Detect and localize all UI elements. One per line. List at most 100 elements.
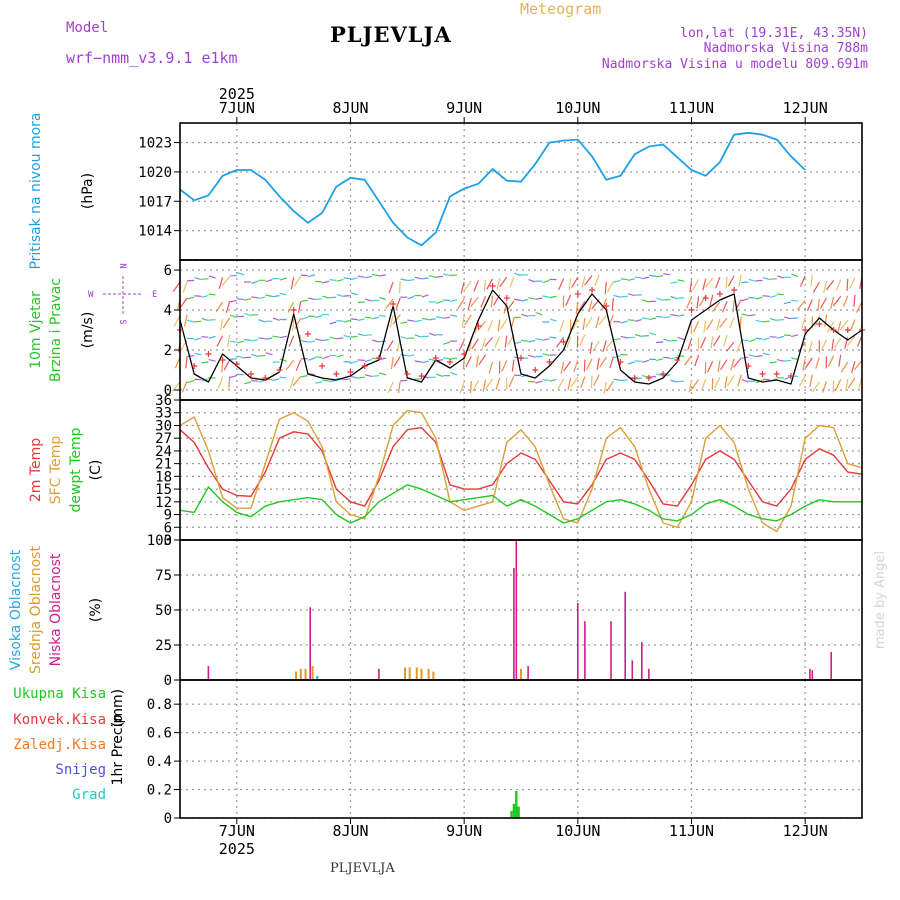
- wind-arrow: [542, 338, 550, 341]
- wind-arrow: [702, 278, 707, 291]
- wind-gust-marker: [262, 375, 269, 381]
- wind-arrow: [670, 295, 678, 300]
- wind-arrow: [435, 275, 443, 278]
- wind-arrow: [293, 276, 302, 287]
- wind-arrow: [208, 275, 216, 279]
- wind-arrow: [475, 355, 479, 368]
- wind-arrow: [634, 319, 642, 322]
- wind-arrow: [558, 278, 565, 291]
- wind-arrow: [810, 274, 813, 287]
- low-cloud-bar: [809, 668, 811, 680]
- wind-arrow: [670, 281, 678, 284]
- cloud-unit-label: (%): [88, 598, 104, 622]
- wind-gust-marker: [276, 367, 283, 373]
- y-tick-label: 36: [155, 393, 172, 409]
- wind-arrow: [605, 339, 614, 350]
- wind-arrow: [503, 301, 508, 314]
- wind-arrow: [648, 375, 657, 378]
- wind-gust-marker: [219, 357, 226, 363]
- wind-arrow: [542, 353, 550, 357]
- pressure-unit-label: (hPa): [80, 173, 96, 209]
- wind-arrow: [613, 338, 621, 341]
- wind-arrow: [656, 275, 664, 278]
- wind-arrow: [208, 293, 216, 296]
- wind-arrow: [364, 275, 372, 279]
- wind-arrow: [443, 341, 451, 345]
- wind-arrow: [488, 361, 494, 374]
- wind-arrow: [727, 275, 735, 287]
- model-label: Model: [66, 20, 109, 36]
- wind-arrow: [472, 380, 479, 392]
- wind-gust-marker: [716, 291, 723, 297]
- wind-arrow: [812, 281, 820, 293]
- wind-gust-marker: [617, 359, 624, 365]
- wind-arrow: [589, 341, 593, 354]
- precip-axis-title: 1hr Precip: [110, 715, 126, 786]
- wind-arrow: [607, 280, 614, 292]
- y-tick-label: 9: [164, 508, 172, 524]
- wind-arrow: [236, 340, 245, 344]
- wind-arrow: [187, 296, 195, 300]
- wind-arrow: [514, 272, 522, 277]
- wind-arrow: [535, 380, 543, 384]
- wind-arrow: [496, 277, 501, 290]
- wind-arrow: [467, 297, 472, 310]
- wind-arrow: [371, 273, 379, 277]
- y-tick-label: 1014: [138, 224, 172, 240]
- wind-arrow: [350, 292, 358, 296]
- y-tick-label: 75: [155, 568, 172, 584]
- wind-gust-marker: [404, 371, 411, 377]
- wind-arrow: [727, 375, 735, 387]
- wind-arrow: [839, 320, 849, 331]
- wind-arrow: [208, 359, 216, 362]
- wind-arrow: [845, 378, 849, 391]
- wind-arrow: [379, 372, 387, 376]
- wind-arrow: [578, 300, 586, 312]
- y-tick-label: 0.6: [147, 726, 172, 742]
- wind-arrow: [720, 359, 728, 371]
- wind-arrow: [194, 320, 202, 323]
- wind-arrow: [460, 281, 465, 294]
- low-cloud-bar: [309, 607, 311, 680]
- wind-arrow: [194, 295, 202, 297]
- wind-arrow: [596, 357, 600, 370]
- wind-arrow: [791, 273, 799, 277]
- wind-speed-line: [179, 289, 863, 385]
- wind-arrow: [705, 277, 714, 288]
- wind-gust-marker: [319, 363, 326, 369]
- wind-arrow: [799, 275, 806, 287]
- wind-arrow: [392, 314, 401, 325]
- wind-arrow: [694, 354, 700, 367]
- wind-arrow: [371, 316, 380, 320]
- wind-arrow: [201, 361, 209, 364]
- wind-arrow: [603, 381, 607, 394]
- wind-arrow: [251, 379, 259, 382]
- wind-arrow: [450, 357, 458, 360]
- wind-arrow: [715, 276, 721, 289]
- wind-arrow: [755, 319, 763, 323]
- year-label-top: 2025: [219, 85, 255, 103]
- wind-arrow: [218, 277, 224, 289]
- wind-arrow: [364, 334, 372, 336]
- wind-arrow: [732, 300, 735, 313]
- wind-arrow: [748, 339, 756, 343]
- wind-arrow: [542, 279, 550, 284]
- pressure-axis-title: Pritisak na nivou mora: [28, 112, 44, 269]
- wind-arrow: [641, 276, 650, 280]
- wind-arrow: [613, 279, 621, 283]
- wind-arrow: [729, 316, 735, 329]
- wind-arrow: [649, 274, 657, 277]
- pressure-line: [179, 131, 806, 247]
- wind-arrow: [322, 295, 330, 299]
- compass-w-label: W: [88, 290, 94, 300]
- wind-arrow: [407, 295, 415, 300]
- wind-arrow: [549, 295, 557, 299]
- wind-arrow: [677, 314, 685, 317]
- y-tick-label: 0.4: [147, 754, 172, 770]
- wind-arrow: [791, 357, 799, 361]
- temp-sfc-axis-title: SFC Temp: [48, 436, 64, 505]
- wind-arrow: [741, 281, 749, 284]
- wind-arrow: [272, 378, 280, 381]
- wind-arrow: [350, 318, 358, 321]
- wind-arrow: [308, 340, 316, 343]
